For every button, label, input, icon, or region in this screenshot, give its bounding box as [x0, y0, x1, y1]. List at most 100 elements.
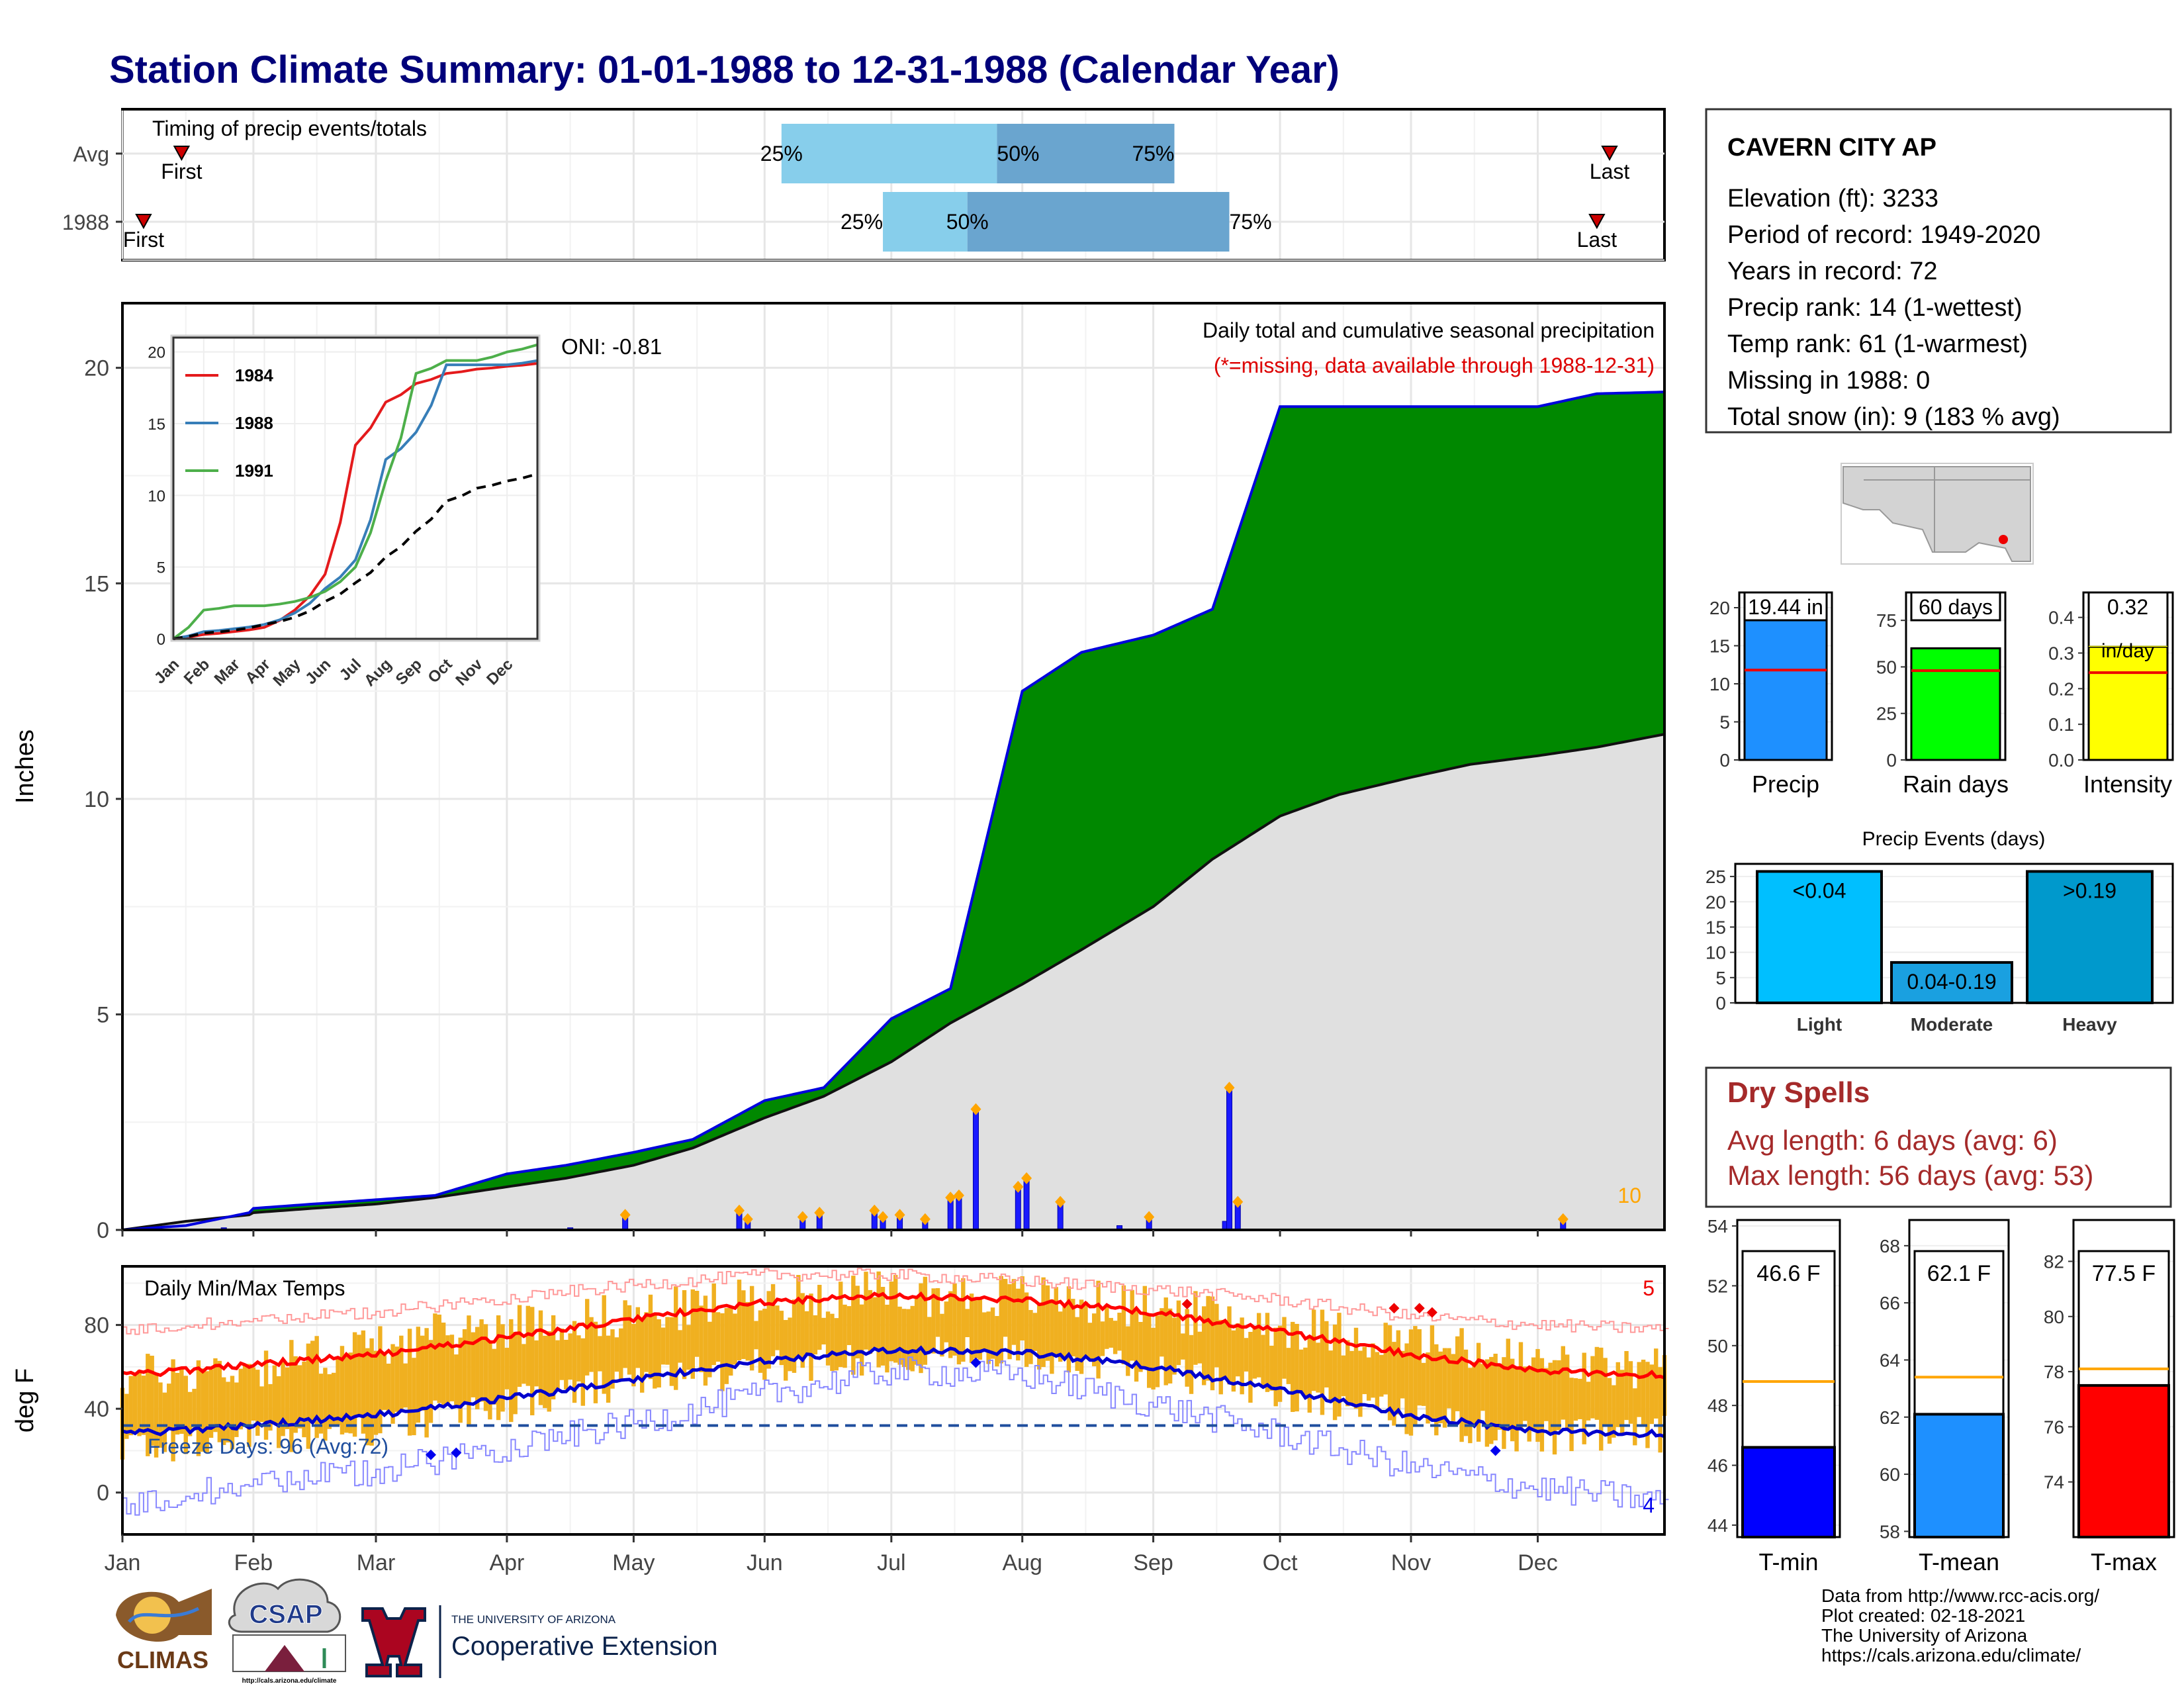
observed-cumulative-line — [122, 391, 1665, 1231]
tbar-category-label: T-mean — [1919, 1548, 1999, 1575]
quartile-bar-25-50 — [883, 192, 968, 252]
summary-bar — [1743, 610, 1828, 761]
daily-temp-bar — [766, 1291, 771, 1369]
daily-temp-bar — [1434, 1344, 1439, 1436]
station-detail: Years in record: 72 — [1727, 258, 1938, 285]
summary-y-tick: 0.2 — [2048, 679, 2074, 699]
temp-panel-label: Daily Min/Max Temps — [144, 1276, 345, 1300]
daily-temp-bar — [1054, 1287, 1058, 1354]
csap-logo-text: CSAP — [249, 1600, 322, 1629]
daily-temp-bar — [1130, 1289, 1134, 1361]
summary-y-tick: 10 — [1709, 674, 1730, 694]
climas-logo-text: CLIMAS — [117, 1646, 208, 1673]
daily-temp-bar — [344, 1356, 349, 1433]
daily-temp-bar — [952, 1283, 957, 1356]
daily-temp-bar — [1573, 1378, 1578, 1421]
daily-temp-bar — [428, 1340, 433, 1423]
daily-temp-bar — [678, 1330, 682, 1363]
daily-temp-bar — [1510, 1358, 1515, 1442]
daily-temp-bar — [1578, 1378, 1582, 1419]
daily-temp-bar — [1404, 1343, 1409, 1434]
daily-temp-bar — [1362, 1346, 1367, 1395]
daily-temp-bar — [1586, 1382, 1591, 1421]
y-tick-label: 10 — [84, 787, 109, 812]
daily-temp-bar — [454, 1354, 459, 1405]
daily-temp-bar — [272, 1365, 277, 1424]
daily-temp-bar — [821, 1317, 826, 1345]
daily-temp-bar — [788, 1317, 792, 1372]
daily-temp-bar — [1506, 1338, 1511, 1430]
tbar-y-tick: 76 — [2044, 1417, 2064, 1437]
dry-spells-max: Max length: 56 days (avg: 53) — [1727, 1160, 2093, 1191]
record-low-marker — [451, 1447, 462, 1458]
page-title: Station Climate Summary: 01-01-1988 to 1… — [109, 48, 1340, 91]
daily-temp-bar — [935, 1288, 940, 1337]
daily-temp-bar — [593, 1321, 598, 1403]
daily-temp-bar — [1244, 1338, 1249, 1372]
daily-temp-bar — [187, 1391, 193, 1436]
tbar-y-tick: 80 — [2044, 1307, 2064, 1327]
daily-temp-bar — [1654, 1348, 1659, 1419]
daily-temp-bar — [1071, 1299, 1075, 1357]
daily-temp-bar — [1349, 1350, 1354, 1404]
daily-temp-bar — [682, 1289, 687, 1380]
daily-temp-bar — [1544, 1368, 1549, 1421]
daily-temp-bar — [999, 1276, 1003, 1364]
daily-temp-bar — [1396, 1330, 1401, 1415]
extreme-count: 10 — [1617, 1184, 1641, 1207]
daily-temp-bar — [754, 1321, 758, 1350]
ua-logo-icon — [361, 1607, 426, 1677]
inset-average-line — [173, 472, 538, 640]
daily-temp-bar — [842, 1304, 847, 1368]
daily-temp-bar — [741, 1290, 746, 1360]
daily-temp-bar — [1295, 1323, 1299, 1412]
daily-temp-bar — [982, 1312, 987, 1351]
daily-temp-bar — [234, 1382, 239, 1437]
extreme-marker — [1021, 1172, 1032, 1184]
daily-temp-bar — [1058, 1311, 1063, 1362]
summary-frame — [1905, 591, 2007, 761]
daily-temp-bar — [1134, 1310, 1139, 1382]
daily-temp-bar — [1218, 1319, 1223, 1395]
summary-y-tick: 0 — [1719, 750, 1730, 771]
daily-temp-bar — [352, 1332, 357, 1437]
cold-count: 4 — [1643, 1493, 1655, 1517]
quartile-label: 75% — [1132, 142, 1174, 165]
extreme-marker — [1557, 1213, 1569, 1225]
daily-temp-bar — [513, 1331, 518, 1415]
summary-y-tick: 0.1 — [2048, 714, 2074, 735]
month-label: Jul — [877, 1550, 905, 1575]
daily-temp-bar — [1645, 1362, 1650, 1448]
extreme-marker — [619, 1209, 631, 1221]
daily-temp-bar — [1527, 1366, 1531, 1442]
panel-frame — [121, 302, 1666, 1231]
daily-temp-bar — [851, 1276, 856, 1375]
daily-temp-bar — [1032, 1313, 1038, 1351]
daily-temp-bar — [1307, 1335, 1312, 1413]
daily-temp-bar — [551, 1315, 556, 1399]
daily-temp-bar — [1569, 1378, 1574, 1452]
daily-temp-bar — [1455, 1336, 1460, 1411]
daily-temp-bar — [496, 1315, 501, 1421]
daily-temp-bar — [213, 1358, 218, 1432]
timing-label: Timing of precip events/totals — [152, 117, 427, 140]
daily-temp-bar — [1113, 1321, 1118, 1354]
daily-temp-bar — [846, 1306, 852, 1345]
tbar-value-bar — [1741, 1446, 1836, 1539]
daily-temp-bar — [1476, 1342, 1481, 1442]
first-event-marker — [173, 146, 191, 162]
summary-frame — [1738, 591, 1833, 761]
daily-temp-bar — [424, 1328, 429, 1438]
footer-line: https://cals.arizona.edu/climate/ — [1821, 1645, 2081, 1665]
summary-value-label: 0.32 — [2107, 595, 2148, 619]
daily-temp-bar — [327, 1374, 332, 1429]
tbar-value-bar — [2077, 1383, 2170, 1539]
record-high-marker — [1414, 1303, 1425, 1314]
daily-temp-bar — [893, 1274, 898, 1363]
inset-frame — [172, 336, 539, 640]
inset-y-tick: 0 — [157, 631, 165, 649]
daily-temp-bar — [1392, 1342, 1396, 1426]
daily-temp-bar — [1079, 1299, 1084, 1374]
daily-temp-bar — [804, 1311, 809, 1354]
daily-precip-bar — [1226, 1087, 1232, 1231]
